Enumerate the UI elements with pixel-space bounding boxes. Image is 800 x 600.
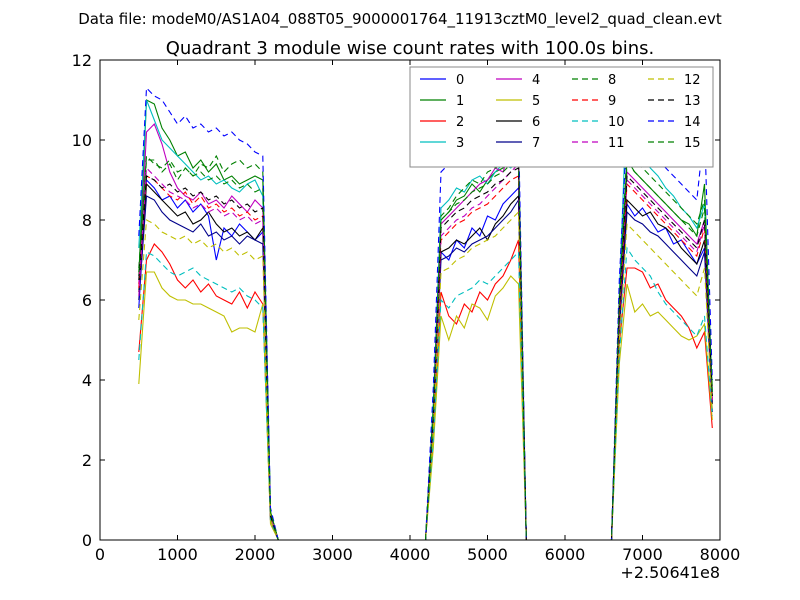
legend-label: 6 [532, 115, 540, 130]
series-line-12 [138, 210, 713, 541]
legend-label: 13 [684, 94, 701, 109]
series-line-10 [138, 246, 713, 541]
y-tick-label: 4 [82, 371, 92, 390]
x-tick-label: 8000 [700, 545, 741, 564]
legend-box [409, 66, 714, 168]
series-line-9 [138, 175, 713, 541]
x-tick-label: 3000 [312, 545, 353, 564]
series-line-3 [138, 91, 713, 541]
y-tick-label: 12 [72, 51, 92, 70]
y-tick-label: 2 [82, 451, 92, 470]
series-line-5 [138, 271, 713, 541]
x-offset-label: +2.50641e8 [620, 563, 720, 582]
series-line-2 [138, 239, 713, 541]
y-tick-label: 10 [72, 131, 92, 150]
x-tick-label: 5000 [467, 545, 508, 564]
legend-label: 14 [684, 115, 701, 130]
legend-label: 15 [684, 136, 701, 151]
series-line-13 [138, 167, 713, 541]
legend-label: 4 [532, 73, 540, 88]
axes: 0 1000 2000 3000 4000 5000 6000 7000 80000246810… [72, 51, 741, 564]
x-tick-label: 0 [95, 545, 105, 564]
x-tick-label: 6000 [545, 545, 586, 564]
series-line-4 [138, 123, 713, 541]
legend-label: 9 [608, 94, 616, 109]
legend-label: 7 [532, 136, 540, 151]
legend-label: 1 [456, 94, 464, 109]
chart-title: Quadrant 3 module wise count rates with … [166, 38, 655, 59]
legend-label: 10 [608, 115, 625, 130]
series-line-15 [138, 154, 713, 541]
legend-label: 2 [456, 115, 464, 130]
series-line-7 [138, 195, 713, 541]
legend-label: 5 [532, 94, 540, 109]
x-tick-label: 2000 [235, 545, 276, 564]
legend-label: 3 [456, 136, 464, 151]
x-tick-label: 1000 [157, 545, 198, 564]
series-line-1 [138, 99, 713, 541]
series-line-6 [138, 182, 713, 541]
y-tick-label: 0 [82, 531, 92, 550]
y-tick-label: 8 [82, 211, 92, 230]
legend-label: 0 [456, 73, 464, 88]
y-tick-label: 6 [82, 291, 92, 310]
x-tick-label: 7000 [622, 545, 663, 564]
data-file-suptitle: Data file: modeM0/AS1A04_088T05_90000017… [78, 10, 722, 29]
legend-label: 8 [608, 73, 616, 88]
x-tick-label: 4000 [390, 545, 431, 564]
series-line-11 [138, 162, 713, 541]
legend-label: 11 [608, 136, 625, 151]
series-line-8 [138, 146, 713, 541]
legend-label: 12 [684, 73, 701, 88]
